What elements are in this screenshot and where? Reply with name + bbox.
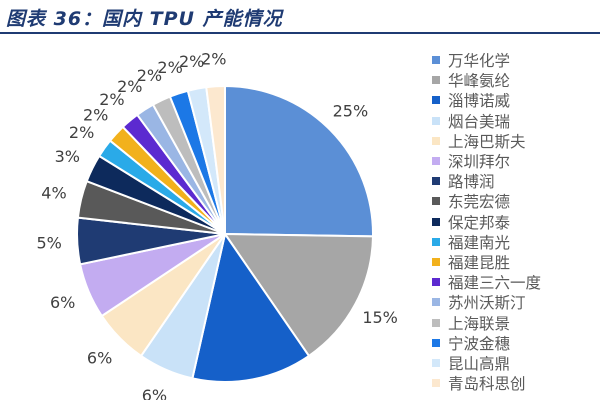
legend-swatch: [432, 56, 440, 65]
legend-item: 上海巴斯夫: [432, 131, 541, 151]
legend-swatch: [432, 358, 440, 367]
data-label-12: 2%: [99, 90, 124, 109]
title-bar: 图表 36：国内 TPU 产能情况: [0, 0, 600, 34]
legend-swatch: [432, 136, 440, 145]
pie-slice-1: [224, 84, 374, 238]
chart-title: 图表 36：国内 TPU 产能情况: [6, 8, 283, 30]
legend-label: 上海联景: [448, 314, 511, 333]
legend-item: 宁波金穗: [432, 333, 541, 353]
legend-swatch: [432, 379, 440, 388]
legend-item: 福建三六一度: [432, 272, 541, 292]
legend-swatch: [432, 237, 440, 246]
pie-slice-2: [223, 232, 374, 358]
pie-slice-17: [205, 84, 226, 235]
legend-item: 昆山高鼎: [432, 353, 541, 373]
legend-swatch: [432, 338, 440, 347]
legend-swatch: [432, 197, 440, 206]
legend-label: 福建三六一度: [448, 274, 542, 293]
legend-label: 东莞宏德: [448, 193, 511, 212]
legend-swatch: [432, 157, 440, 166]
legend-label: 万华化学: [448, 52, 511, 71]
legend-label: 烟台美瑞: [448, 112, 511, 131]
data-label-2: 15%: [362, 308, 398, 327]
legend-item: 福建昆胜: [432, 252, 541, 272]
legend-swatch: [432, 318, 440, 327]
pie-slices: [76, 84, 374, 383]
legend-item: 烟台美瑞: [432, 111, 541, 131]
data-label-9: 3%: [55, 147, 80, 166]
legend-swatch: [432, 298, 440, 307]
chart-legend: 万华化学 华峰氨纶 淄博诺威 烟台美瑞 上海巴斯夫深圳拜尔 路博润 东莞宏德 保定邦泰 福建南光…: [432, 50, 541, 393]
legend-swatch: [432, 96, 440, 105]
data-label-17: 2%: [201, 49, 226, 68]
data-label-8: 4%: [41, 184, 66, 203]
legend-item: 东莞宏德: [432, 191, 541, 211]
legend-label: 福建昆胜: [448, 253, 511, 272]
data-label-6: 6%: [50, 293, 75, 312]
pie-labels: 25%15%13%6%6%6%5%4%3%2%2%2%2%2%2%2%2%: [37, 49, 398, 400]
legend-item: 深圳拜尔: [432, 151, 541, 171]
legend-swatch: [432, 116, 440, 125]
legend-swatch: [432, 177, 440, 186]
data-label-4: 6%: [142, 386, 167, 400]
data-label-10: 2%: [69, 123, 94, 142]
legend-item: 上海联景: [432, 312, 541, 333]
legend-label: 深圳拜尔: [448, 153, 511, 172]
legend-item: 万华化学: [432, 50, 541, 70]
legend-label: 保定邦泰: [448, 213, 511, 232]
legend-item: 淄博诺威: [432, 90, 541, 110]
legend-item: 福建南光: [432, 232, 541, 252]
data-label-5: 6%: [87, 349, 112, 368]
legend-item: 青岛科思创: [432, 373, 541, 393]
legend-label: 宁波金穗: [448, 334, 511, 353]
data-label-1: 25%: [333, 102, 369, 121]
legend-label: 淄博诺威: [448, 92, 511, 111]
legend-label: 上海巴斯夫: [448, 132, 526, 151]
legend-swatch: [432, 257, 440, 266]
legend-swatch: [432, 76, 440, 85]
data-label-15: 2%: [157, 58, 182, 77]
legend-label: 福建南光: [448, 233, 511, 252]
data-label-7: 5%: [37, 233, 62, 252]
data-label-3: 13%: [241, 398, 277, 400]
data-label-14: 2%: [137, 66, 162, 85]
legend-label: 青岛科思创: [448, 375, 526, 394]
legend-label: 华峰氨纶: [448, 72, 511, 91]
legend-swatch: [432, 217, 440, 226]
legend-item: 苏州沃斯汀: [432, 292, 541, 312]
data-label-11: 2%: [83, 106, 108, 125]
legend-label: 昆山高鼎: [448, 354, 511, 373]
legend-swatch: [432, 278, 440, 287]
legend-item: 保定邦泰: [432, 212, 541, 232]
data-label-13: 2%: [117, 77, 142, 96]
legend-item: 华峰氨纶: [432, 70, 541, 90]
legend-label: 路博润: [448, 173, 495, 192]
pie-slice-3: [191, 231, 311, 383]
data-label-16: 2%: [179, 52, 204, 71]
legend-label: 苏州沃斯汀: [448, 294, 526, 313]
legend-item: 路博润: [432, 171, 541, 191]
